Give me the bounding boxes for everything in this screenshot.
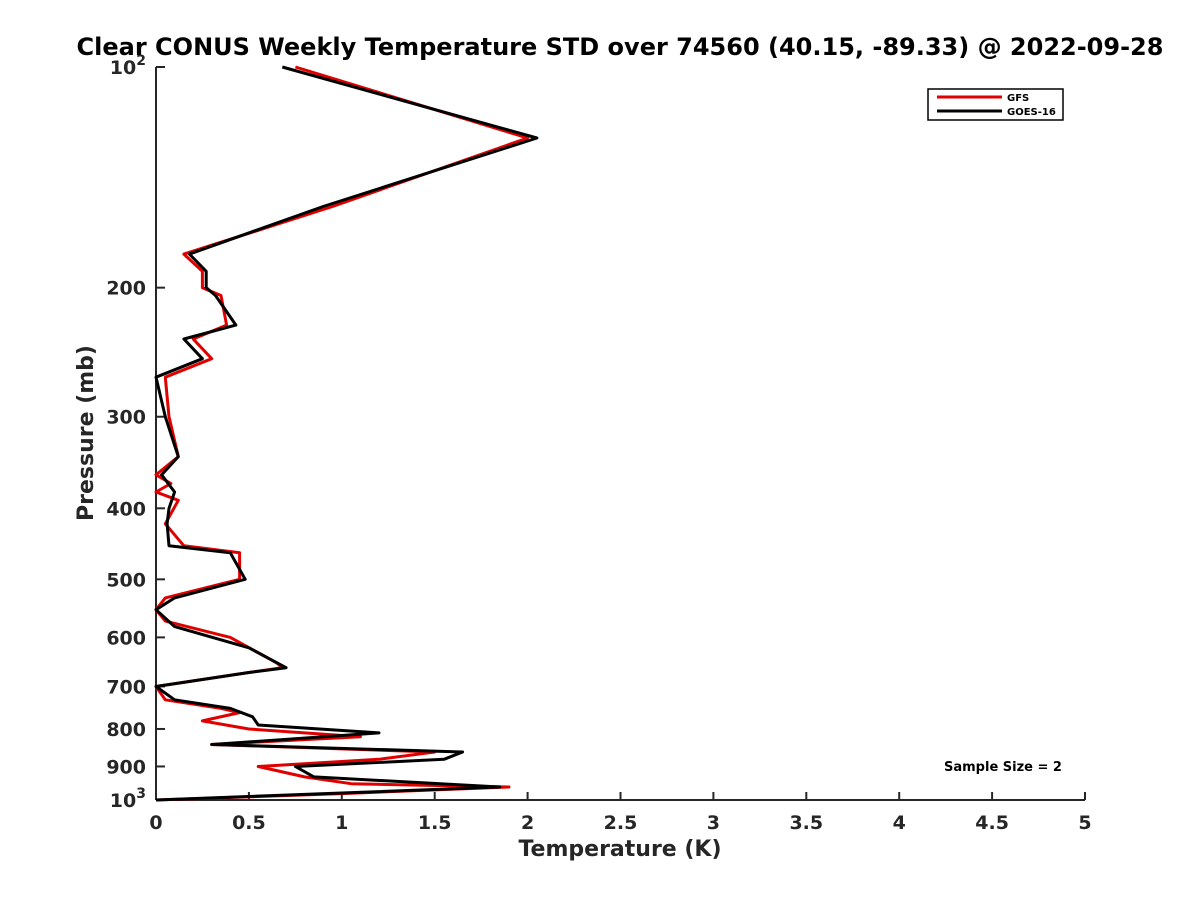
x-tick-label: 1.5: [418, 812, 452, 834]
y-tick-label: 400: [106, 498, 146, 520]
y-tick-label: 200: [106, 278, 146, 300]
x-tick-label: 5: [1078, 812, 1091, 834]
legend: GFS GOES-16: [927, 88, 1064, 121]
x-tick-label: 2: [521, 812, 534, 834]
x-tick-label: 4: [893, 812, 906, 834]
x-ticks: 0 0.5 1 1.5 2 2.5 3 3.5 4 4.5 5: [149, 792, 1092, 834]
series-group: [154, 65, 539, 802]
y-tick-label: 300: [106, 407, 146, 429]
x-tick-label: 4.5: [975, 812, 1009, 834]
x-tick-label: 3.5: [789, 812, 823, 834]
y-tick-label: 800: [106, 719, 146, 741]
legend-label-goes-16: GOES-16: [1007, 107, 1056, 118]
x-tick-label: 0.5: [232, 812, 266, 834]
y-tick-label: 103: [110, 786, 146, 812]
series-line-goes-16: [154, 65, 539, 802]
legend-box: [927, 88, 1064, 121]
sample-size-note: Sample Size = 2: [944, 760, 1062, 775]
x-tick-label: 1: [335, 812, 348, 834]
y-tick-label: 600: [106, 627, 146, 649]
y-axis-label: Pressure (mb): [74, 345, 99, 521]
y-tick-label: 500: [106, 569, 146, 591]
y-ticks: 102 200 300 400 500 600 700 800 900 103: [106, 53, 165, 812]
x-tick-label: 0: [149, 812, 162, 834]
legend-label-gfs: GFS: [1007, 93, 1029, 104]
y-tick-label: 102: [110, 53, 146, 79]
y-tick-label: 700: [106, 676, 146, 698]
x-axis-label: Temperature (K): [518, 837, 721, 862]
chart-title: Clear CONUS Weekly Temperature STD over …: [77, 33, 1164, 61]
x-tick-label: 2.5: [604, 812, 638, 834]
x-tick-label: 3: [707, 812, 720, 834]
y-tick-label: 900: [106, 756, 146, 778]
